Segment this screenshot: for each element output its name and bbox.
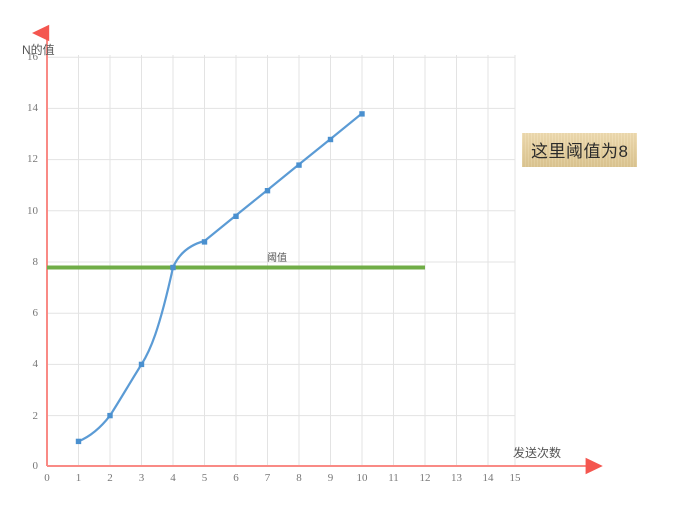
data-point-markers xyxy=(75,111,365,445)
x-tick-label: 1 xyxy=(75,472,82,484)
x-tick-label: 12 xyxy=(419,472,431,484)
x-tick-label: 15 xyxy=(509,472,521,484)
x-tick-label: 4 xyxy=(170,472,176,484)
y-tick-label: 8 xyxy=(32,256,39,268)
y-tick-label: 14 xyxy=(27,102,38,114)
x-tick-label: 11 xyxy=(388,472,399,484)
grid-lines xyxy=(47,55,516,466)
x-tick-label: 2 xyxy=(107,472,113,484)
x-tick-label: 13 xyxy=(451,472,462,484)
x-tick-label: 0 xyxy=(44,472,50,484)
y-tick-label: 2 xyxy=(32,410,39,422)
x-tick-label: 7 xyxy=(264,472,271,484)
axis-lines xyxy=(32,24,603,475)
y-tick-label: 12 xyxy=(27,153,38,165)
x-tick-label: 3 xyxy=(138,472,145,484)
threshold-note-annotation: 这里阈值为8 xyxy=(522,133,637,167)
y-tick-label: 0 xyxy=(32,460,39,472)
threshold-line-label: 阈值 xyxy=(267,253,287,264)
x-axis-title: 发送次数 xyxy=(513,446,562,460)
x-tick-label: 5 xyxy=(201,472,208,484)
x-tick-label: 8 xyxy=(296,472,302,484)
data-series-line xyxy=(77,112,364,443)
y-tick-label: 6 xyxy=(32,307,39,319)
y-axis-title: N的值 xyxy=(22,43,55,57)
x-tick-label: 6 xyxy=(233,472,239,484)
y-tick-label: 16 xyxy=(27,51,38,63)
y-tick-label: 4 xyxy=(32,358,39,370)
y-tick-label: 10 xyxy=(27,205,38,217)
x-tick-label: 10 xyxy=(356,472,368,484)
x-tick-label: 9 xyxy=(327,472,334,484)
x-tick-label: 14 xyxy=(482,472,494,484)
